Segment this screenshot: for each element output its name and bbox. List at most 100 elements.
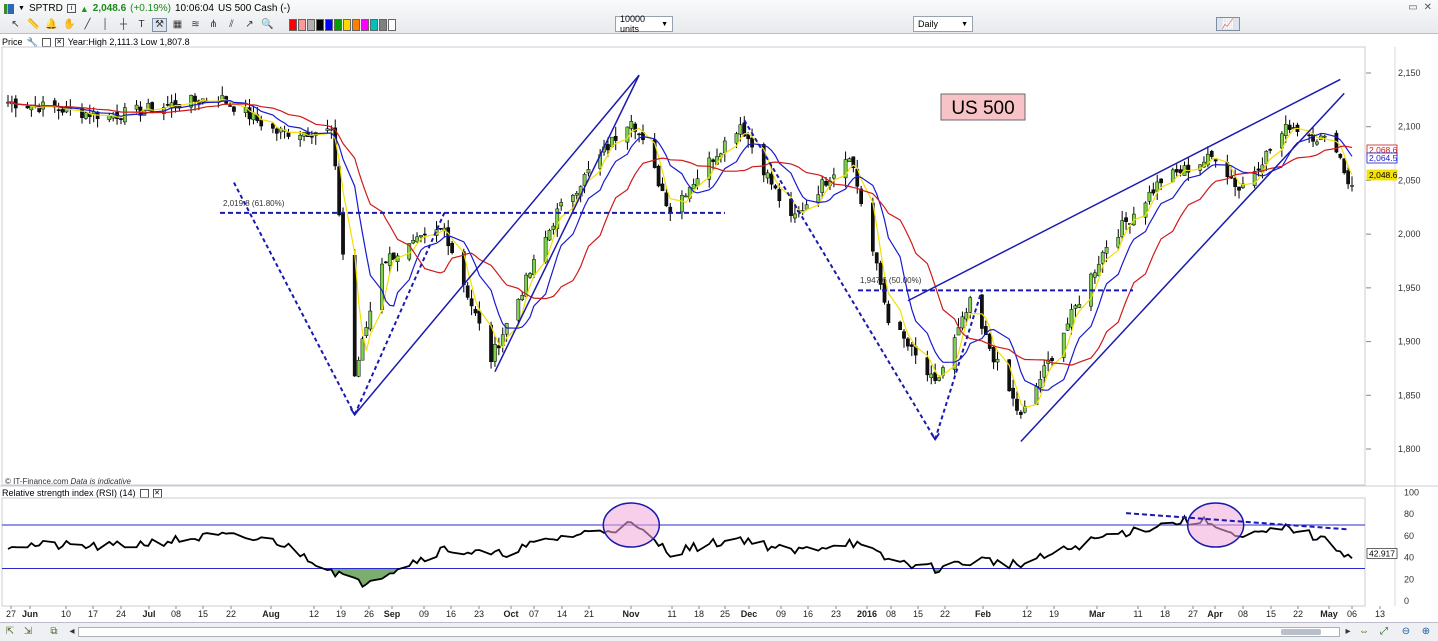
x-tick-label: 09	[419, 609, 429, 619]
zoom-icon[interactable]: 🔍	[261, 19, 274, 30]
info-icon[interactable]: i	[66, 4, 76, 13]
candle-body	[668, 206, 673, 213]
scroll-right-icon[interactable]: ▸	[1345, 626, 1351, 637]
candle-body	[851, 156, 856, 168]
candle-body	[391, 252, 396, 260]
maximize-icon[interactable]	[139, 488, 149, 498]
candle-body	[765, 172, 770, 179]
scroll-thumb[interactable]	[1281, 629, 1321, 635]
color-swatch[interactable]	[316, 18, 324, 31]
candle-body	[419, 235, 423, 238]
time: 10:06:04	[175, 3, 214, 14]
maximize-icon[interactable]	[41, 37, 51, 47]
color-swatch[interactable]	[289, 18, 297, 31]
color-swatch[interactable]	[343, 18, 351, 31]
instrument-info: ▼ SPTRD i ▲ 2,048.6 (+0.19%) 10:06:04 US…	[4, 2, 290, 15]
color-swatch[interactable]	[379, 18, 387, 31]
candle-body	[991, 347, 996, 363]
zoom-in-icon[interactable]: ⊕	[1421, 626, 1431, 637]
color-swatch[interactable]	[325, 18, 333, 31]
candle-body	[606, 144, 610, 151]
candle-body	[1155, 181, 1160, 192]
color-swatch[interactable]	[370, 18, 378, 31]
candle-body	[633, 123, 638, 132]
candle-body	[906, 338, 910, 347]
horizontal-line-icon[interactable]: ┼	[119, 19, 128, 30]
price-panel-header: Price 🔧 ✕ Year:High 2,111.3 Low 1,807.8	[2, 36, 190, 48]
minimize-icon[interactable]: ▭	[1408, 2, 1418, 13]
trendline-annotations	[220, 74, 1345, 442]
zoom-range-icon[interactable]: ⇔	[1359, 626, 1369, 637]
candle-body	[1065, 323, 1070, 331]
color-swatch[interactable]	[388, 18, 396, 31]
color-swatch[interactable]	[352, 18, 360, 31]
candle-body	[1042, 365, 1047, 378]
trendline	[494, 74, 640, 372]
vertical-line-icon[interactable]: │	[102, 19, 109, 30]
trendline-arrowhead	[349, 408, 360, 417]
magnet-icon[interactable]: ⚒	[152, 17, 167, 32]
close-icon[interactable]: ✕	[1423, 2, 1432, 13]
x-tick-label: 22	[226, 609, 236, 619]
candle-body	[384, 261, 388, 264]
zoom-out-icon[interactable]: ⊖	[1401, 626, 1411, 637]
text-tool-icon[interactable]: T	[138, 19, 145, 30]
candle-body	[411, 240, 415, 244]
candle-body	[1322, 135, 1327, 138]
last-price-tag-label: 2,064.5	[1369, 153, 1398, 163]
color-swatch[interactable]	[334, 18, 342, 31]
channel-icon[interactable]: ⫽	[229, 19, 234, 30]
arrow-icon[interactable]: ↗	[245, 19, 254, 30]
symbol-dropdown-icon[interactable]: ▼	[18, 5, 25, 12]
hand-icon[interactable]: ✋	[63, 19, 76, 30]
calendar-icon[interactable]: ▦	[172, 19, 183, 30]
candle-body	[843, 159, 848, 179]
zoom-fit-right-icon[interactable]: ⤢	[1380, 626, 1388, 637]
symbol[interactable]: SPTRD	[28, 3, 63, 14]
candle-body	[1186, 164, 1191, 173]
x-tick-label: Nov	[622, 609, 639, 619]
chart-canvas[interactable]: 2,150 2,100 2,050 2,000 1,950 1,900 1,850 1,800…	[0, 0, 1438, 622]
last-price-tag-label: 2,068.6	[1369, 145, 1398, 155]
scroll-left-icon[interactable]: ◂	[69, 626, 75, 637]
interval-select[interactable]: Daily ▼	[913, 16, 973, 32]
color-swatch[interactable]	[298, 18, 306, 31]
x-tick-label: May	[1320, 609, 1338, 619]
moving-average-line	[7, 99, 1353, 391]
candle-body	[1252, 171, 1257, 186]
candle-body	[551, 225, 556, 230]
wrench-icon[interactable]: 🔧	[26, 36, 38, 47]
chart-type-icon[interactable]: 📈	[1216, 17, 1240, 31]
candle-body	[469, 298, 474, 307]
fibonacci-icon[interactable]: ≋	[191, 19, 200, 30]
x-tick-label: Feb	[975, 609, 992, 619]
candle-body	[1116, 236, 1121, 248]
pitchfork-icon[interactable]: ⋔	[209, 19, 218, 30]
time-scrollbar[interactable]	[78, 627, 1340, 637]
candle-body	[1237, 186, 1241, 191]
zoom-fit-icon[interactable]: ⇱	[5, 626, 15, 637]
zoom-reset-icon[interactable]: ⇲	[23, 626, 33, 637]
rsi-highlight-ellipse	[602, 502, 661, 548]
candle-body	[804, 204, 809, 210]
expand-icon[interactable]: ⧉	[50, 626, 58, 637]
close-icon[interactable]: ✕	[152, 488, 162, 498]
ruler-icon[interactable]: 📏	[27, 19, 40, 30]
color-swatch[interactable]	[307, 18, 315, 31]
color-swatch[interactable]	[361, 18, 369, 31]
candle-body	[824, 181, 828, 186]
bell-icon[interactable]: 🔔	[45, 19, 58, 30]
bottom-scrollbar: ⇱ ⇲ ⧉ ◂ ▸ ⇔ ⤢ ⊖ ⊕	[0, 622, 1438, 641]
candle-body	[337, 166, 341, 216]
candle-body	[489, 324, 493, 363]
cursor-icon[interactable]: ↖	[11, 19, 20, 30]
candle-body	[882, 283, 887, 303]
close-icon[interactable]: ✕	[54, 37, 64, 47]
units-select[interactable]: 10000 units ▼	[615, 14, 673, 34]
x-tick-label: 13	[1375, 609, 1385, 619]
trend-line-icon[interactable]: ╱	[84, 19, 91, 30]
x-tick-label: 14	[557, 609, 567, 619]
price-change: (+0.19%)	[130, 3, 171, 14]
price-tick-label: 2,100	[1398, 122, 1421, 132]
candle-body	[1350, 185, 1354, 187]
